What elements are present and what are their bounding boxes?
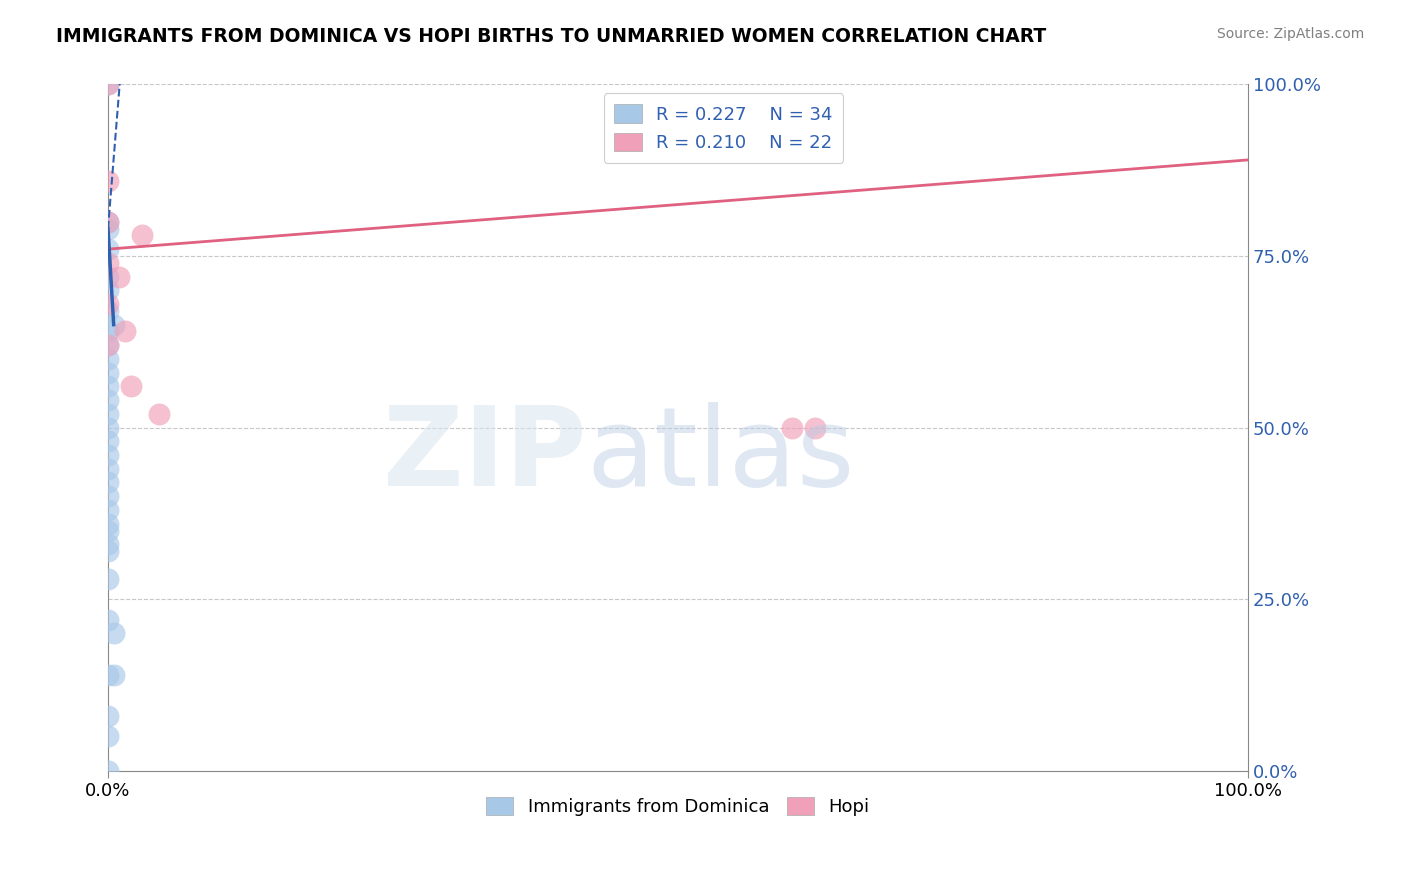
Point [97, 708, 120, 723]
Point [97, 613, 120, 627]
Point [97, 173, 120, 187]
Point [97, 407, 120, 421]
Point [97, 448, 120, 462]
Point [97, 379, 120, 393]
Point [97, 420, 120, 434]
Point [97, 393, 120, 408]
Point [114, 325, 136, 339]
Point [97, 503, 120, 517]
Point [97, 434, 120, 449]
Point [103, 626, 125, 640]
Point [97, 475, 120, 490]
Point [120, 379, 142, 393]
Point [97, 242, 120, 256]
Point [97, 215, 120, 229]
Point [97, 544, 120, 558]
Point [97, 78, 120, 92]
Point [97, 297, 120, 311]
Point [780, 420, 803, 434]
Point [97, 516, 120, 531]
Point [97, 215, 120, 229]
Point [97, 489, 120, 503]
Point [97, 78, 120, 92]
Point [97, 537, 120, 551]
Point [97, 256, 120, 270]
Point [97, 572, 120, 586]
Point [97, 269, 120, 284]
Point [97, 338, 120, 352]
Point [97, 524, 120, 538]
Legend: Immigrants from Dominica, Hopi: Immigrants from Dominica, Hopi [479, 789, 877, 823]
Text: IMMIGRANTS FROM DOMINICA VS HOPI BIRTHS TO UNMARRIED WOMEN CORRELATION CHART: IMMIGRANTS FROM DOMINICA VS HOPI BIRTHS … [56, 27, 1046, 45]
Point [97, 325, 120, 339]
Point [97, 667, 120, 681]
Point [131, 228, 153, 243]
Point [97, 366, 120, 380]
Point [148, 407, 170, 421]
Text: Source: ZipAtlas.com: Source: ZipAtlas.com [1216, 27, 1364, 41]
Point [97, 730, 120, 744]
Point [803, 420, 825, 434]
Point [97, 461, 120, 475]
Point [97, 304, 120, 318]
Point [97, 764, 120, 778]
Point [97, 283, 120, 297]
Text: ZIP: ZIP [384, 401, 586, 508]
Point [97, 338, 120, 352]
Point [108, 269, 131, 284]
Point [103, 667, 125, 681]
Point [97, 221, 120, 235]
Text: atlas: atlas [586, 401, 855, 508]
Point [97, 351, 120, 366]
Point [103, 318, 125, 332]
